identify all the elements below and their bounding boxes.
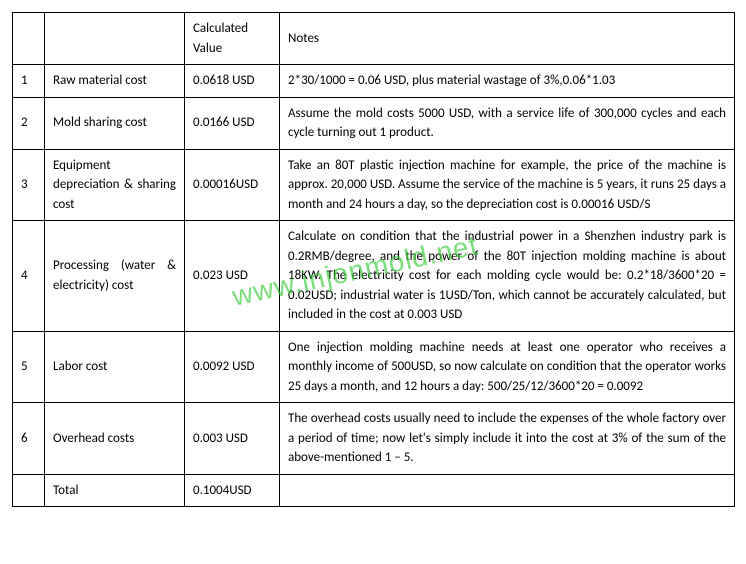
table-row: 6 Overhead costs 0.003 USD The overhead … — [13, 403, 735, 475]
header-value: Calculated Value — [185, 13, 280, 65]
table-row: 3 Equipment depreciation & sharing cost … — [13, 149, 735, 221]
total-notes — [280, 474, 735, 507]
cell-label: Labor cost — [45, 331, 185, 403]
table-row: 1 Raw material cost 0.0618 USD 2*30/1000… — [13, 65, 735, 98]
cell-label: Equipment depreciation & sharing cost — [45, 149, 185, 221]
table-total-row: Total 0.1004USD — [13, 474, 735, 507]
table-row: 5 Labor cost 0.0092 USD One injection mo… — [13, 331, 735, 403]
cell-label: Processing (water & electricity) cost — [45, 221, 185, 332]
table-row: 2 Mold sharing cost 0.0166 USD Assume th… — [13, 97, 735, 149]
cell-num: 6 — [13, 403, 45, 475]
cell-value: 0.023 USD — [185, 221, 280, 332]
cell-value: 0.003 USD — [185, 403, 280, 475]
cell-num: 3 — [13, 149, 45, 221]
total-label: Total — [45, 474, 185, 507]
table-header-row: Calculated Value Notes — [13, 13, 735, 65]
cell-num: 5 — [13, 331, 45, 403]
header-notes: Notes — [280, 13, 735, 65]
table-row: 4 Processing (water & electricity) cost … — [13, 221, 735, 332]
total-num — [13, 474, 45, 507]
cell-notes: 2*30/1000 = 0.06 USD, plus material wast… — [280, 65, 735, 98]
cell-num: 1 — [13, 65, 45, 98]
cell-notes: One injection molding machine needs at l… — [280, 331, 735, 403]
cell-value: 0.00016USD — [185, 149, 280, 221]
total-value: 0.1004USD — [185, 474, 280, 507]
cost-table: Calculated Value Notes 1 Raw material co… — [12, 12, 735, 507]
cell-notes: Take an 80T plastic injection machine fo… — [280, 149, 735, 221]
cell-value: 0.0092 USD — [185, 331, 280, 403]
header-label — [45, 13, 185, 65]
cell-notes: Calculate on condition that the industri… — [280, 221, 735, 332]
cell-value: 0.0618 USD — [185, 65, 280, 98]
cell-value: 0.0166 USD — [185, 97, 280, 149]
cell-num: 4 — [13, 221, 45, 332]
cell-notes: The overhead costs usually need to inclu… — [280, 403, 735, 475]
cell-label: Mold sharing cost — [45, 97, 185, 149]
cell-notes: Assume the mold costs 5000 USD, with a s… — [280, 97, 735, 149]
cell-num: 2 — [13, 97, 45, 149]
cell-label: Raw material cost — [45, 65, 185, 98]
header-num — [13, 13, 45, 65]
cell-label: Overhead costs — [45, 403, 185, 475]
